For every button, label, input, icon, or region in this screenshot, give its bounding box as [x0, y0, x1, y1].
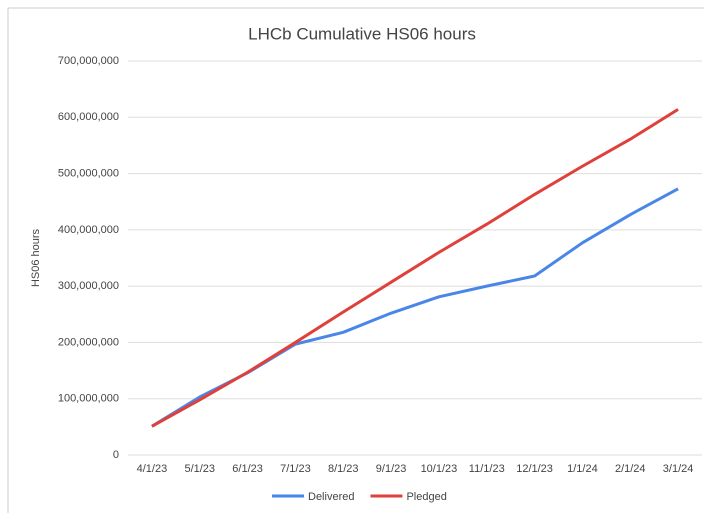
x-tick-label: 8/1/23 [328, 463, 359, 475]
y-axis-label: HS06 hours [30, 228, 42, 287]
x-tick-label: 1/1/24 [567, 463, 598, 475]
x-tick-label: 5/1/23 [184, 463, 215, 475]
x-tick-label: 12/1/23 [516, 463, 553, 475]
y-tick-label: 500,000,000 [58, 167, 119, 179]
y-tick-label: 200,000,000 [58, 336, 119, 348]
y-tick-label: 100,000,000 [58, 393, 119, 405]
x-tick-label: 11/1/23 [469, 463, 505, 475]
x-tick-label: 2/1/24 [615, 463, 646, 475]
legend-label: Pledged [406, 491, 446, 503]
legend-label: Delivered [308, 491, 354, 503]
y-tick-label: 0 [113, 449, 119, 461]
series-line [151, 187, 679, 428]
x-tick-label: 4/1/23 [137, 463, 168, 475]
y-tick-label: 600,000,000 [58, 111, 119, 123]
x-tick-label: 6/1/23 [232, 463, 263, 475]
y-tick-label: 400,000,000 [58, 224, 119, 236]
x-tick-label: 9/1/23 [376, 463, 407, 475]
x-tick-label: 7/1/23 [280, 463, 311, 475]
y-tick-label: 700,000,000 [58, 55, 119, 67]
x-tick-label: 3/1/24 [663, 463, 694, 475]
series-line [151, 108, 679, 428]
x-tick-label: 10/1/23 [421, 463, 458, 475]
chart-title: LHCb Cumulative HS06 hours [248, 24, 476, 43]
y-tick-label: 300,000,000 [58, 280, 119, 292]
